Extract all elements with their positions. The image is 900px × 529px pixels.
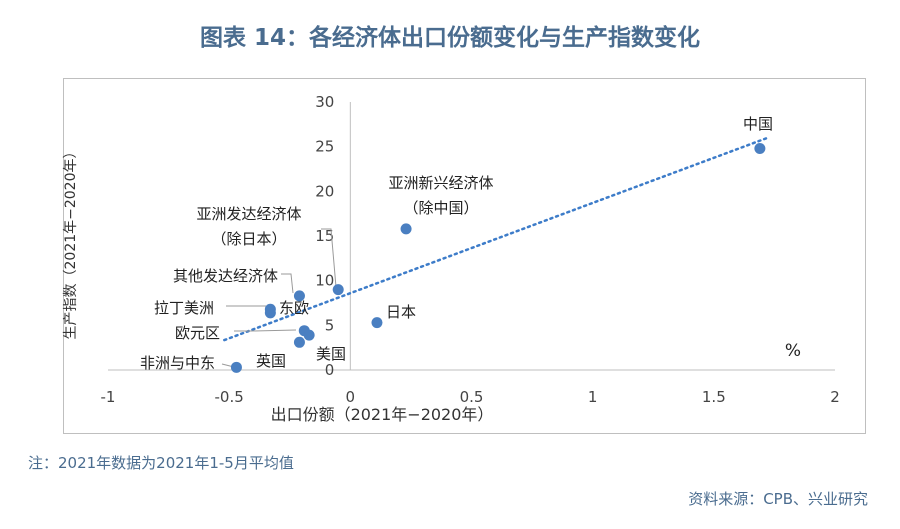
point-label: 中国 (743, 115, 773, 133)
data-point (754, 142, 766, 154)
data-point (264, 307, 276, 319)
y-tick-label: 0 (325, 361, 335, 379)
leader-line (321, 228, 337, 288)
data-point (293, 290, 305, 302)
x-tick-label: 0.5 (460, 388, 484, 406)
x-tick-label: 1.5 (702, 388, 726, 406)
x-axis-title: 出口份额（2021年−2020年） (271, 405, 494, 424)
data-point (230, 361, 242, 373)
y-tick-label: 25 (315, 138, 334, 156)
data-point (303, 329, 315, 341)
point-label: （除中国） (403, 199, 478, 217)
leader-line (234, 329, 297, 332)
point-label: 其他发达经济体 (173, 267, 278, 285)
x-tick-label: 1 (588, 388, 598, 406)
point-label: 美国 (316, 345, 346, 363)
footnote: 注：2021年数据为2021年1-5月平均值 (28, 454, 294, 472)
point-label: （除日本） (211, 230, 286, 248)
point-label: 东欧 (279, 299, 309, 317)
data-point (293, 336, 305, 348)
y-tick-label: 5 (325, 316, 335, 334)
x-tick-label: -1 (101, 388, 116, 406)
trendline (223, 136, 769, 342)
data-point (400, 223, 412, 235)
y-tick-label: 20 (315, 182, 334, 200)
source-note: 资料来源：CPB、兴业研究 (688, 490, 868, 508)
point-label: 日本 (386, 303, 416, 321)
y-axis-title: 生产指数（2021年−2020年） (63, 145, 79, 340)
unit-label: % (785, 341, 801, 361)
point-label: 非洲与中东 (140, 354, 215, 372)
y-tick-label: 30 (315, 93, 334, 111)
data-point (332, 284, 344, 296)
point-label: 拉丁美洲 (154, 299, 214, 317)
point-label: 亚洲新兴经济体 (388, 174, 493, 192)
point-label: 亚洲发达经济体 (196, 205, 301, 223)
chart-title: 图表 14：各经济体出口份额变化与生产指数变化 (199, 25, 700, 51)
y-tick-label: 10 (315, 272, 334, 290)
data-point (371, 317, 383, 329)
y-tick-label: 15 (315, 227, 334, 245)
x-tick-label: -0.5 (215, 388, 244, 406)
point-label: 欧元区 (175, 324, 220, 342)
point-label: 英国 (256, 352, 286, 370)
chart-frame (63, 78, 866, 434)
x-tick-label: 2 (830, 388, 840, 406)
x-tick-label: 0 (346, 388, 356, 406)
leader-line (281, 273, 294, 294)
